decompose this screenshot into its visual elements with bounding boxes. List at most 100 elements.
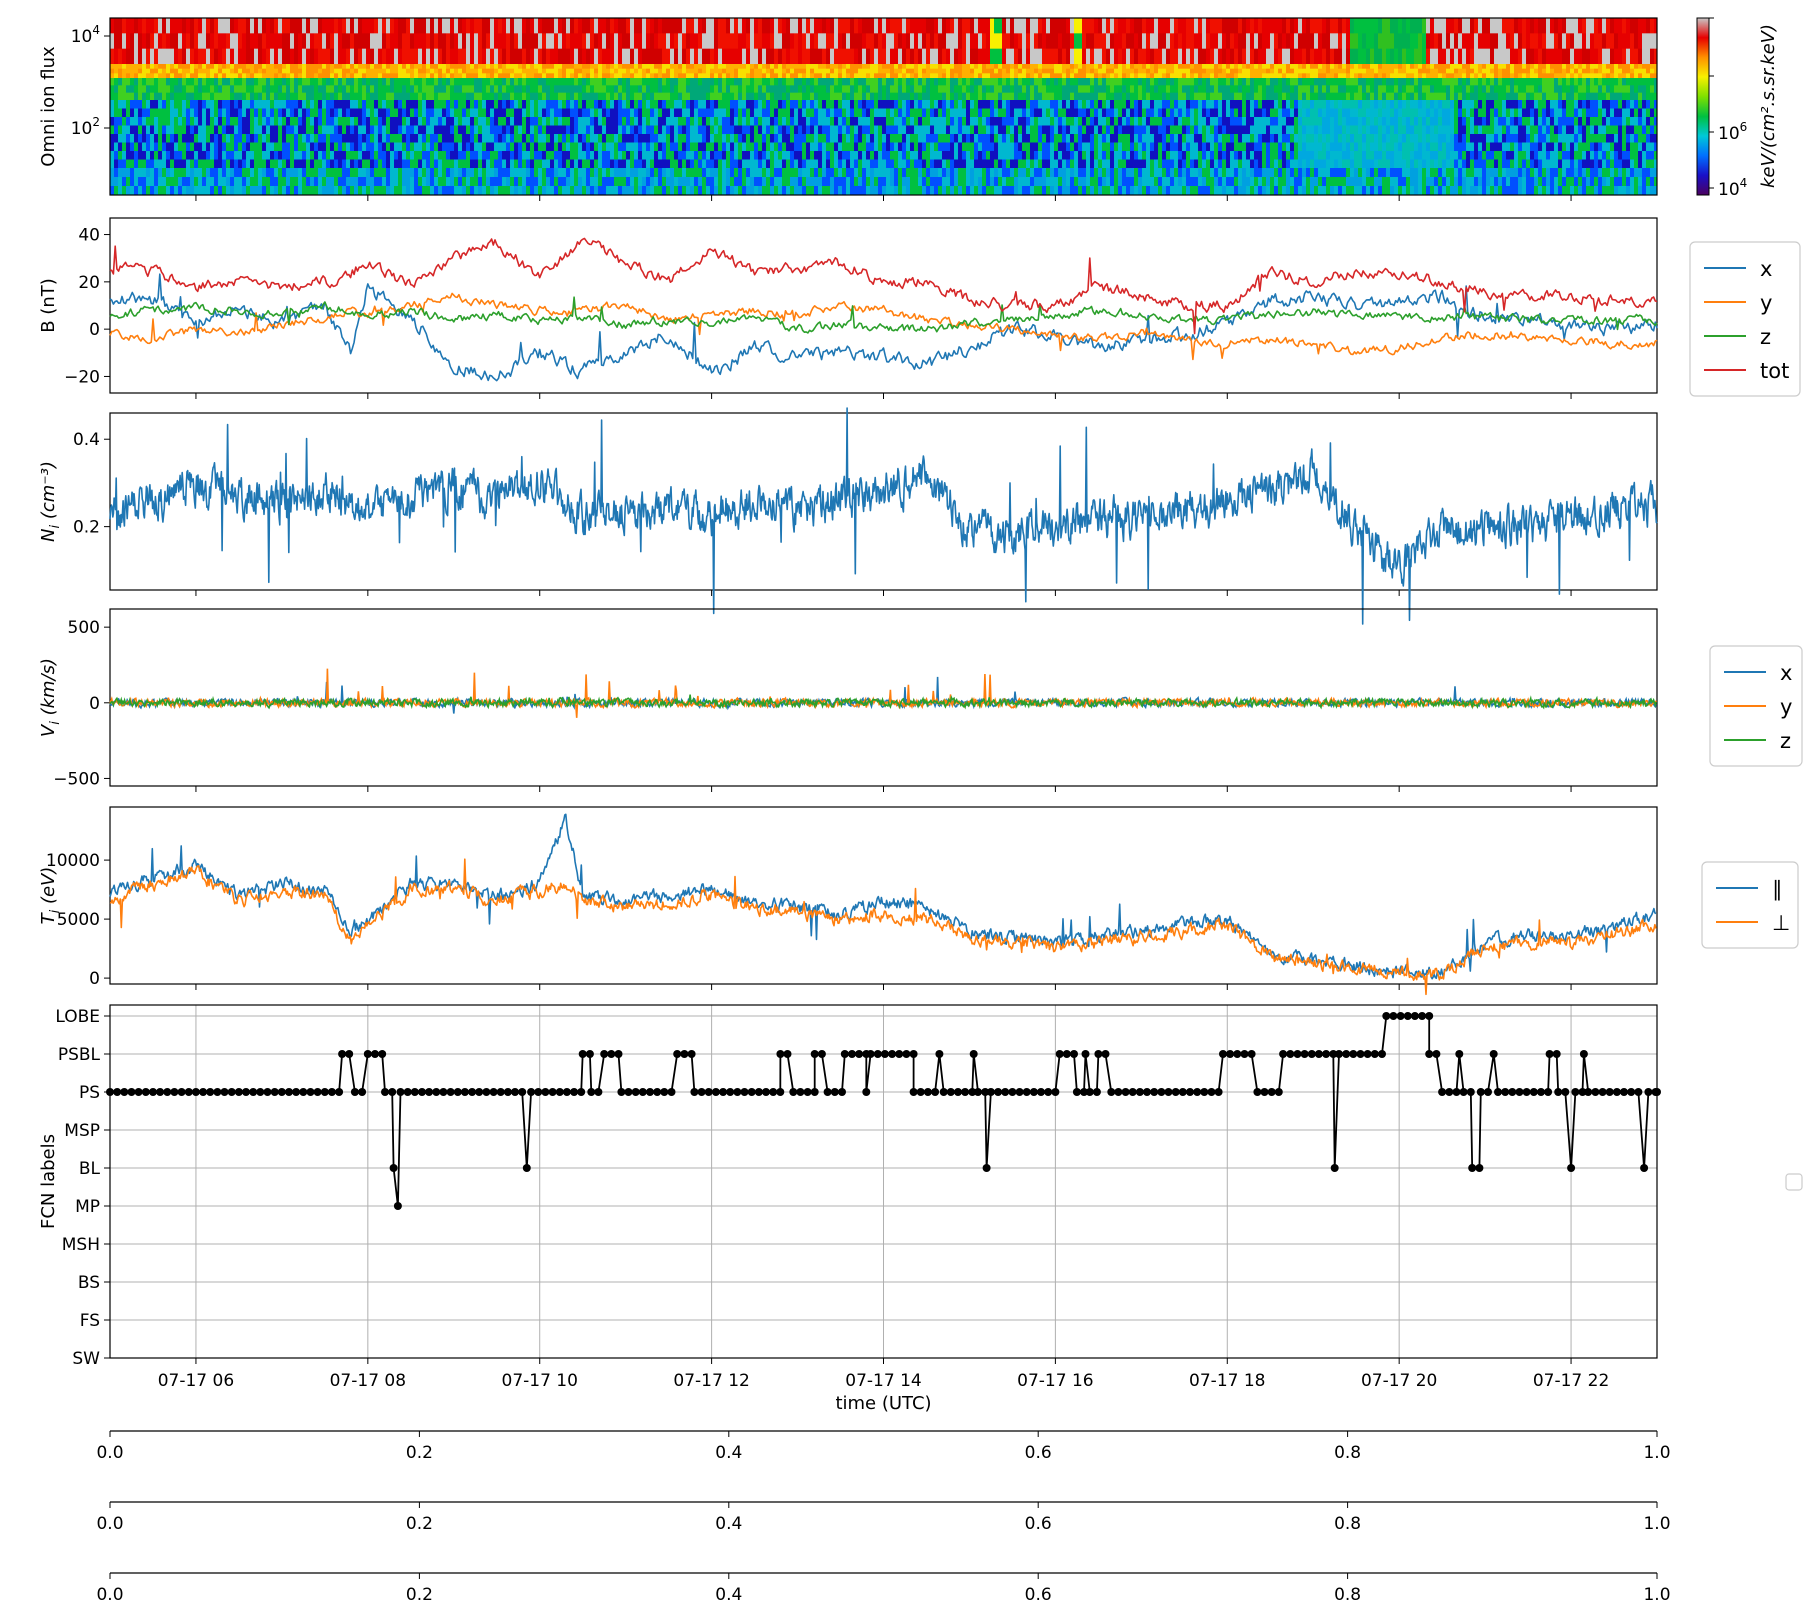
spectrogram-cell xyxy=(1074,68,1079,74)
spectrogram-cell xyxy=(786,100,791,109)
spectrogram-cell xyxy=(410,168,415,178)
spectrogram-cell xyxy=(110,85,115,94)
spectrogram-cell xyxy=(522,151,527,160)
spectrogram-cell xyxy=(710,168,715,178)
spectrogram-cell xyxy=(982,125,987,135)
spectrogram-cell xyxy=(394,142,399,152)
spectrogram-cell xyxy=(654,168,659,178)
spectrogram-cell xyxy=(698,64,703,70)
spectrogram-cell xyxy=(994,134,999,143)
spectrogram-cell xyxy=(1074,117,1079,126)
spectrogram-cell xyxy=(366,48,371,65)
spectrogram-cell xyxy=(670,168,675,178)
spectrogram-cell xyxy=(606,68,611,74)
spectrogram-cell xyxy=(682,18,687,34)
spectrogram-cell xyxy=(986,186,991,195)
spectrogram-cell xyxy=(194,117,199,126)
spectrogram-cell xyxy=(190,64,195,70)
spectrogram-cell xyxy=(238,64,243,70)
spectrogram-cell xyxy=(278,100,283,109)
spectrogram-cell xyxy=(594,125,599,135)
spectrogram-cell xyxy=(574,117,579,126)
spectrogram-cell xyxy=(742,64,747,70)
spectrogram-cell xyxy=(990,48,995,65)
spectrogram-cell xyxy=(434,186,439,195)
spectrogram-cell xyxy=(1082,92,1087,101)
spectrogram-cell xyxy=(190,33,195,50)
spectrogram-cell xyxy=(162,100,167,109)
spectrogram-cell xyxy=(1094,33,1099,50)
spectrogram-cell xyxy=(766,186,771,195)
spectrogram-cell xyxy=(386,108,391,118)
spectrogram-cell xyxy=(182,73,187,79)
spectrogram-cell xyxy=(210,64,215,70)
spectrogram-cell xyxy=(950,78,955,86)
spectrogram-cell xyxy=(530,151,535,160)
spectrogram-cell xyxy=(486,73,491,79)
spectrogram-cell xyxy=(162,125,167,135)
spectrogram-cell xyxy=(906,73,911,79)
spectrogram-cell xyxy=(498,78,503,86)
spectrogram-cell xyxy=(718,78,723,86)
spectrogram-cell xyxy=(158,18,163,34)
spectrogram-cell xyxy=(622,85,627,94)
spectrogram-cell xyxy=(1050,134,1055,143)
spectrogram-cell xyxy=(514,78,519,86)
spectrogram-cell xyxy=(942,177,947,187)
spectrogram-cell xyxy=(886,142,891,152)
spectrogram-cell xyxy=(846,48,851,65)
spectrogram-cell xyxy=(626,48,631,65)
spectrogram-cell xyxy=(226,18,231,34)
spectrogram-cell xyxy=(918,48,923,65)
spectrogram-cell xyxy=(842,18,847,34)
spectrogram-cell xyxy=(626,151,631,160)
spectrogram-cell xyxy=(1026,92,1031,101)
spectrogram-cell xyxy=(214,142,219,152)
spectrogram-cell xyxy=(342,48,347,65)
spectrogram-cell xyxy=(742,73,747,79)
spectrogram-cell xyxy=(646,78,651,86)
spectrogram-cell xyxy=(654,151,659,160)
spectrogram-cell xyxy=(374,33,379,50)
spectrogram-cell xyxy=(446,18,451,34)
spectrogram-cell xyxy=(178,134,183,143)
spectrogram-cell xyxy=(302,134,307,143)
spectrogram-cell xyxy=(1090,168,1095,178)
spectrogram-cell xyxy=(982,18,987,34)
spectrogram-cell xyxy=(238,134,243,143)
spectrogram-cell xyxy=(902,134,907,143)
spectrogram-cell xyxy=(766,142,771,152)
spectrogram-cell xyxy=(302,33,307,50)
spectrogram-cell xyxy=(346,142,351,152)
spectrogram-cell xyxy=(878,134,883,143)
spectrogram-cell xyxy=(778,125,783,135)
spectrogram-cell xyxy=(306,68,311,74)
spectrogram-cell xyxy=(414,117,419,126)
spectrogram-cell xyxy=(194,64,199,70)
spectrogram-cell xyxy=(254,125,259,135)
spectrogram-cell xyxy=(214,100,219,109)
spectrogram-cell xyxy=(478,73,483,79)
spectrogram-cell xyxy=(362,85,367,94)
spectrogram-cell xyxy=(1010,134,1015,143)
spectrogram-cell xyxy=(662,117,667,126)
spectrogram-cell xyxy=(638,159,643,169)
spectrogram-cell xyxy=(154,117,159,126)
spectrogram-cell xyxy=(230,108,235,118)
spectrogram-cell xyxy=(954,159,959,169)
spectrogram-cell xyxy=(118,100,123,109)
spectrogram-cell xyxy=(390,78,395,86)
spectrogram-cell xyxy=(898,168,903,178)
spectrogram-cell xyxy=(590,186,595,195)
spectrogram-cell xyxy=(414,186,419,195)
spectrogram-cell xyxy=(602,151,607,160)
spectrogram-cell xyxy=(562,68,567,74)
spectrogram-cell xyxy=(470,78,475,86)
spectrogram-cell xyxy=(354,177,359,187)
spectrogram-cell xyxy=(330,151,335,160)
spectrogram-cell xyxy=(950,18,955,34)
spectrogram-cell xyxy=(510,177,515,187)
spectrogram-cell xyxy=(618,64,623,70)
spectrogram-cell xyxy=(734,159,739,169)
spectrogram-cell xyxy=(562,92,567,101)
